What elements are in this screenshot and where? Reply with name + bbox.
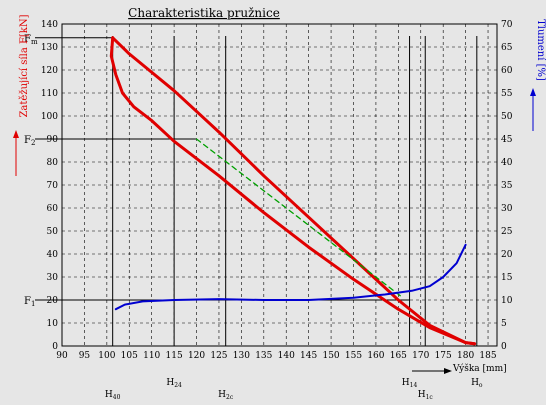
- grid: [62, 24, 497, 346]
- y-left-tick-label: 130: [41, 43, 58, 53]
- y-right-tick-label: 5: [501, 319, 507, 329]
- y-left-tick-label: 30: [47, 273, 59, 283]
- x-tick-label: 100: [98, 351, 115, 361]
- x-tick-label: 185: [479, 351, 496, 361]
- height-label: H24: [166, 378, 182, 389]
- height-label-subscript: 40: [113, 394, 121, 401]
- height-label: H2c: [218, 390, 234, 401]
- y-right-tick-label: 40: [501, 158, 513, 168]
- damping-curve: [114, 243, 467, 311]
- y-right-tick-label: 60: [501, 66, 513, 76]
- y-right-tick-label: 35: [501, 181, 513, 191]
- x-tick-label: 115: [166, 351, 183, 361]
- y-right-tick-label: 30: [501, 204, 513, 214]
- height-label: H14: [402, 378, 418, 389]
- x-tick-label: 180: [457, 351, 474, 361]
- y-right-tick-label: 20: [501, 250, 513, 260]
- y-left-tick-label: 110: [41, 89, 58, 99]
- y-left-tick-label: 60: [47, 204, 59, 214]
- left-axis-label: Zatěžující síla F[kN]: [19, 14, 30, 117]
- y-right-tick-label: 15: [501, 273, 513, 283]
- height-label: H1c: [418, 390, 434, 401]
- chart-title: Charakteristika pružnice: [128, 6, 280, 20]
- x-tick-label: 95: [79, 351, 91, 361]
- x-tick-label: 125: [210, 351, 227, 361]
- y-left-tick-label: 50: [47, 227, 59, 237]
- x-tick-label: 145: [300, 351, 317, 361]
- data-series: [109, 36, 477, 346]
- y-left-tick-label: 90: [47, 135, 59, 145]
- x-tick-label: 130: [233, 351, 250, 361]
- x-tick-label: 160: [367, 351, 384, 361]
- y-right-tick-label: 50: [501, 112, 513, 122]
- x-tick-label: 140: [278, 351, 295, 361]
- y-right-tick-label: 55: [501, 89, 513, 99]
- y-right-tick-label: 25: [501, 227, 513, 237]
- force-label-subscript: 1: [31, 300, 35, 308]
- force-label-subscript: m: [31, 38, 38, 46]
- x-tick-label: 170: [412, 351, 429, 361]
- y-right-tick-label: 45: [501, 135, 513, 145]
- force-label: F2: [24, 135, 35, 147]
- x-axis-arrow: [412, 368, 452, 374]
- y-right-tick-label: 10: [501, 296, 513, 306]
- y-left-tick-label: 0: [52, 342, 58, 352]
- height-label-subscript: 2c: [226, 394, 234, 401]
- force-label-subscript: 2: [31, 139, 35, 147]
- x-tick-label: 150: [322, 351, 339, 361]
- unloading-curve: [109, 36, 477, 346]
- height-label: H40: [105, 390, 121, 401]
- y-left-tick-label: 80: [47, 158, 59, 168]
- y-left-tick-label: 40: [47, 250, 59, 260]
- height-label: Ho: [471, 378, 483, 389]
- x-tick-label: 135: [255, 351, 272, 361]
- mean-curve: [195, 138, 404, 299]
- x-tick-label: 155: [345, 351, 362, 361]
- left-axis-arrow: [13, 130, 19, 176]
- y-left-tick-label: 140: [41, 20, 58, 30]
- height-label-subscript: 24: [174, 382, 182, 389]
- right-axis-arrow: [530, 88, 536, 131]
- x-tick-label: 105: [121, 351, 138, 361]
- y-left-tick-label: 70: [47, 181, 59, 191]
- reference-lines: [35, 36, 478, 346]
- y-left-tick-label: 20: [47, 296, 59, 306]
- plot-frame: [61, 23, 498, 347]
- x-tick-label: 175: [435, 351, 452, 361]
- x-axis-label: Výška [mm]: [452, 363, 507, 374]
- x-tick-label: 110: [143, 351, 160, 361]
- height-label-subscript: 1c: [426, 394, 434, 401]
- force-label: F1: [24, 296, 35, 308]
- y-right-tick-label: 0: [501, 342, 507, 352]
- tick-labels: 90 95 100 105 110 115 120 125 130 135 140 145 150 155…: [41, 20, 513, 361]
- y-left-tick-label: 100: [41, 112, 58, 122]
- height-label-subscript: o: [479, 382, 483, 389]
- x-tick-label: 90: [56, 351, 68, 361]
- height-label-subscript: 14: [410, 382, 418, 389]
- x-tick-label: 120: [188, 351, 205, 361]
- y-left-tick-label: 120: [41, 66, 58, 76]
- y-right-tick-label: 65: [501, 43, 513, 53]
- right-axis-label: Tlumení [%]: [535, 19, 546, 81]
- x-tick-label: 165: [390, 351, 407, 361]
- y-right-tick-label: 70: [501, 20, 513, 30]
- y-left-tick-label: 10: [47, 319, 59, 329]
